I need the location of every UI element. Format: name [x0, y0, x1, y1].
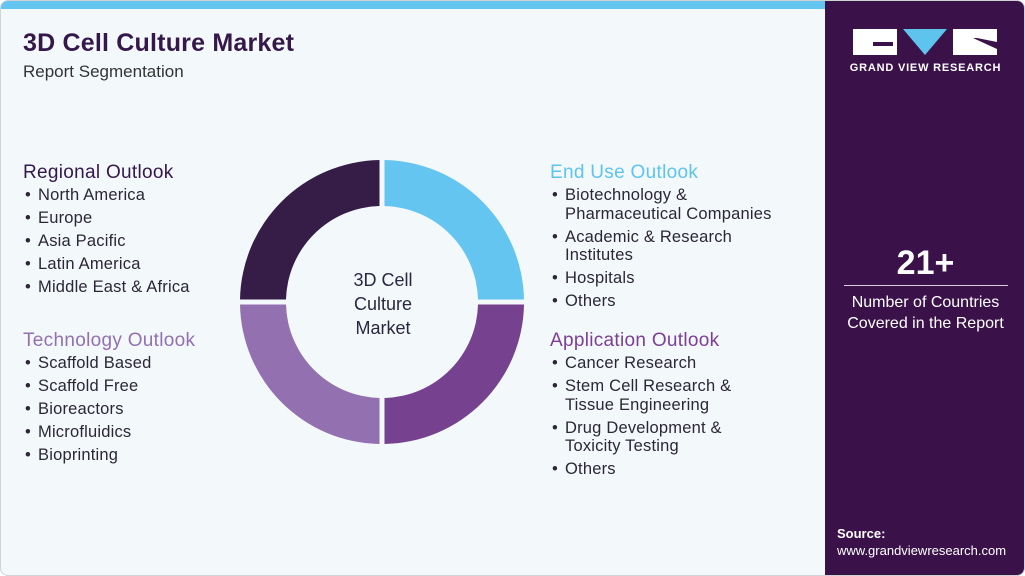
- source-url-link[interactable]: www.grandviewresearch.com: [837, 543, 1007, 558]
- list-item: Scaffold Free: [23, 377, 195, 396]
- list-item: Drug Development & Toxicity Testing: [550, 419, 755, 456]
- donut-center-line: 3D Cell: [353, 270, 413, 290]
- list-item: Academic & Research Institutes: [550, 228, 765, 265]
- list-item: Others: [550, 460, 800, 479]
- list-item: Bioprinting: [23, 446, 195, 465]
- list-item: Middle East & Africa: [23, 278, 190, 297]
- list-item: Europe: [23, 209, 190, 228]
- section-heading: Regional Outlook: [23, 162, 174, 183]
- list-item: Others: [550, 292, 800, 311]
- segmentation-donut-chart: [240, 160, 524, 444]
- list-item: Latin America: [23, 255, 190, 274]
- section-heading: End Use Outlook: [550, 162, 699, 183]
- donut-segment-regional: [240, 160, 380, 300]
- technology-outlook-section: Technology Outlook Scaffold Based Scaffo…: [23, 329, 195, 469]
- list-item: Asia Pacific: [23, 232, 190, 251]
- donut-center-label: 3D Cell Culture Market: [323, 268, 443, 340]
- segment-list: North America Europe Asia Pacific Latin …: [23, 186, 190, 297]
- top-accent-strip: [1, 1, 825, 9]
- list-item: North America: [23, 186, 190, 205]
- donut-segment-application: [384, 304, 524, 444]
- list-item: Biotechnology & Pharmaceutical Companies: [550, 186, 800, 223]
- countries-stat-value: 21+: [896, 244, 955, 282]
- list-item: Microfluidics: [23, 423, 195, 442]
- section-heading: Technology Outlook: [23, 330, 196, 351]
- list-item: Scaffold Based: [23, 354, 195, 373]
- end-use-outlook-section: End Use Outlook Biotechnology & Pharmace…: [550, 161, 800, 315]
- donut-center-line: Market: [355, 318, 411, 338]
- list-item: Cancer Research: [550, 354, 800, 373]
- donut-center-line: Culture: [353, 294, 413, 314]
- page-subtitle: Report Segmentation: [23, 62, 184, 81]
- section-heading: Application Outlook: [550, 330, 720, 351]
- application-outlook-section: Application Outlook Cancer Research Stem…: [550, 329, 800, 483]
- segment-list: Biotechnology & Pharmaceutical Companies…: [550, 186, 800, 311]
- list-item: Hospitals: [550, 269, 800, 288]
- logo-wordmark: GRAND VIEW RESEARCH: [849, 62, 1002, 74]
- countries-stat-label: Number of Countries Covered in the Repor…: [825, 292, 1024, 334]
- source-label: Source:: [837, 526, 886, 541]
- segment-list: Cancer Research Stem Cell Research & Tis…: [550, 354, 800, 479]
- donut-segment-end-use: [384, 160, 524, 300]
- side-panel: [825, 1, 1024, 575]
- donut-segment-technology: [240, 304, 380, 444]
- stat-label-line: Number of Countries: [851, 294, 1000, 311]
- segment-list: Scaffold Based Scaffold Free Bioreactors…: [23, 354, 195, 465]
- stat-label-line: Covered in the Report: [847, 315, 1004, 332]
- stat-divider: [844, 285, 1008, 286]
- page-title: 3D Cell Culture Market: [23, 29, 295, 57]
- regional-outlook-section: Regional Outlook North America Europe As…: [23, 161, 190, 301]
- grand-view-research-logo-icon: [853, 29, 997, 55]
- list-item: Bioreactors: [23, 400, 195, 419]
- list-item: Stem Cell Research & Tissue Engineering: [550, 377, 765, 414]
